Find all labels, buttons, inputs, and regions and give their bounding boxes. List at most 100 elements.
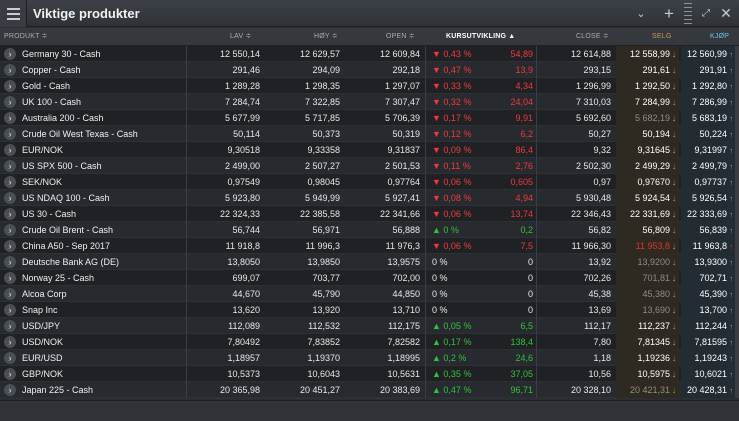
product-name[interactable]: UK 100 - Cash bbox=[22, 97, 82, 107]
sell-price-button[interactable]: 22 331,69 ↓ bbox=[618, 206, 676, 222]
buy-price-button[interactable]: 7 286,99 ↑ bbox=[682, 94, 733, 110]
buy-price-button[interactable]: 9,31997 ↑ bbox=[682, 142, 733, 158]
chevron-down-icon[interactable]: ⌄ bbox=[636, 8, 646, 20]
product-name[interactable]: GBP/NOK bbox=[22, 369, 64, 379]
buy-price-button[interactable]: 112,244 ↑ bbox=[682, 318, 733, 334]
product-name[interactable]: US NDAQ 100 - Cash bbox=[22, 193, 110, 203]
table-row[interactable]: › Crude Oil Brent - Cash 56,744 56,971 56,88… bbox=[0, 222, 739, 238]
table-row[interactable]: › Snap Inc 13,620 13,920 13,710 0 % 0 13,69 13,6… bbox=[0, 302, 739, 318]
table-row[interactable]: › USD/NOK 7,80492 7,83852 7,82582 ▲ 0,17 % 138… bbox=[0, 334, 739, 350]
buy-price-button[interactable]: 2 499,79 ↑ bbox=[682, 158, 733, 174]
drag-handle-icon[interactable] bbox=[683, 0, 693, 27]
table-row[interactable]: › Norway 25 - Cash 699,07 703,77 702,00 0 % 0 7… bbox=[0, 270, 739, 286]
sell-price-button[interactable]: 56,809 ↓ bbox=[618, 222, 676, 238]
table-row[interactable]: › GBP/NOK 10,5373 10,6043 10,5631 ▲ 0,35 % 37,… bbox=[0, 366, 739, 382]
product-name[interactable]: Copper - Cash bbox=[22, 65, 81, 75]
table-row[interactable]: › US SPX 500 - Cash 2 499,00 2 507,27 2 501,… bbox=[0, 158, 739, 174]
sell-price-button[interactable]: 112,237 ↓ bbox=[618, 318, 676, 334]
buy-price-button[interactable]: 12 560,99 ↑ bbox=[682, 46, 733, 62]
table-row[interactable]: › Japan 225 - Cash 20 365,98 20 451,27 20 38… bbox=[0, 382, 739, 398]
expand-row-icon[interactable]: › bbox=[4, 384, 16, 396]
header-low[interactable]: LAV ≑ bbox=[230, 33, 252, 40]
table-row[interactable]: › Germany 30 - Cash 12 550,14 12 629,57 12 6… bbox=[0, 46, 739, 62]
expand-row-icon[interactable]: › bbox=[4, 272, 16, 284]
buy-price-button[interactable]: 56,839 ↑ bbox=[682, 222, 733, 238]
buy-price-button[interactable]: 13,700 ↑ bbox=[682, 302, 733, 318]
sell-price-button[interactable]: 10,5975 ↓ bbox=[618, 366, 676, 382]
header-close[interactable]: CLOSE ≑ bbox=[576, 33, 609, 40]
table-row[interactable]: › Alcoa Corp 44,670 45,790 44,850 0 % 0 45,38 45… bbox=[0, 286, 739, 302]
sell-price-button[interactable]: 50,194 ↓ bbox=[618, 126, 676, 142]
expand-icon[interactable]: ⤢ bbox=[702, 8, 710, 19]
product-name[interactable]: China A50 - Sep 2017 bbox=[22, 241, 111, 251]
table-row[interactable]: › US 30 - Cash 22 324,33 22 385,58 22 341,66… bbox=[0, 206, 739, 222]
header-open[interactable]: OPEN ≑ bbox=[386, 33, 415, 40]
product-name[interactable]: Crude Oil Brent - Cash bbox=[22, 225, 114, 235]
expand-row-icon[interactable]: › bbox=[4, 224, 16, 236]
sell-price-button[interactable]: 291,61 ↓ bbox=[618, 62, 676, 78]
buy-price-button[interactable]: 1 292,80 ↑ bbox=[682, 78, 733, 94]
expand-row-icon[interactable]: › bbox=[4, 320, 16, 332]
table-row[interactable]: › US NDAQ 100 - Cash 5 923,80 5 949,99 5 927… bbox=[0, 190, 739, 206]
product-name[interactable]: USD/NOK bbox=[22, 337, 64, 347]
product-name[interactable]: Norway 25 - Cash bbox=[22, 273, 95, 283]
sell-price-button[interactable]: 7 284,99 ↓ bbox=[618, 94, 676, 110]
table-row[interactable]: › Gold - Cash 1 289,28 1 298,35 1 297,07 ▼ 0,… bbox=[0, 78, 739, 94]
sell-price-button[interactable]: 11 953,8 ↓ bbox=[618, 238, 676, 254]
product-name[interactable]: Alcoa Corp bbox=[22, 289, 67, 299]
product-name[interactable]: EUR/USD bbox=[22, 353, 63, 363]
table-row[interactable]: › UK 100 - Cash 7 284,74 7 322,85 7 307,47 ▼ … bbox=[0, 94, 739, 110]
expand-row-icon[interactable]: › bbox=[4, 304, 16, 316]
sell-price-button[interactable]: 701,81 ↓ bbox=[618, 270, 676, 286]
expand-row-icon[interactable]: › bbox=[4, 112, 16, 124]
sell-price-button[interactable]: 5 682,19 ↓ bbox=[618, 110, 676, 126]
sell-price-button[interactable]: 7,81345 ↓ bbox=[618, 334, 676, 350]
expand-row-icon[interactable]: › bbox=[4, 160, 16, 172]
buy-price-button[interactable]: 5 683,19 ↑ bbox=[682, 110, 733, 126]
expand-row-icon[interactable]: › bbox=[4, 96, 16, 108]
close-icon[interactable]: ✕ bbox=[720, 5, 732, 21]
sell-price-button[interactable]: 12 558,99 ↓ bbox=[618, 46, 676, 62]
product-name[interactable]: Germany 30 - Cash bbox=[22, 49, 101, 59]
sell-price-button[interactable]: 2 499,29 ↓ bbox=[618, 158, 676, 174]
expand-row-icon[interactable]: › bbox=[4, 240, 16, 252]
sell-price-button[interactable]: 45,380 ↓ bbox=[618, 286, 676, 302]
sell-price-button[interactable]: 13,9200 ↓ bbox=[618, 254, 676, 270]
product-name[interactable]: Deutsche Bank AG (DE) bbox=[22, 257, 120, 267]
table-row[interactable]: › SEK/NOK 0,97549 0,98045 0,97764 ▼ 0,06 % 0,6… bbox=[0, 174, 739, 190]
buy-price-button[interactable]: 50,224 ↑ bbox=[682, 126, 733, 142]
product-name[interactable]: Snap Inc bbox=[22, 305, 58, 315]
expand-row-icon[interactable]: › bbox=[4, 336, 16, 348]
buy-price-button[interactable]: 7,81595 ↑ bbox=[682, 334, 733, 350]
product-name[interactable]: Japan 225 - Cash bbox=[22, 385, 94, 395]
sell-price-button[interactable]: 5 924,54 ↓ bbox=[618, 190, 676, 206]
product-name[interactable]: Australia 200 - Cash bbox=[22, 113, 104, 123]
buy-price-button[interactable]: 702,71 ↑ bbox=[682, 270, 733, 286]
expand-row-icon[interactable]: › bbox=[4, 144, 16, 156]
add-icon[interactable]: + bbox=[664, 3, 674, 23]
expand-row-icon[interactable]: › bbox=[4, 352, 16, 364]
expand-row-icon[interactable]: › bbox=[4, 80, 16, 92]
product-name[interactable]: US 30 - Cash bbox=[22, 209, 77, 219]
table-row[interactable]: › EUR/USD 1,18957 1,19370 1,18995 ▲ 0,2 % 24,6… bbox=[0, 350, 739, 366]
expand-row-icon[interactable]: › bbox=[4, 288, 16, 300]
buy-price-button[interactable]: 45,390 ↑ bbox=[682, 286, 733, 302]
product-name[interactable]: US SPX 500 - Cash bbox=[22, 161, 102, 171]
sell-price-button[interactable]: 1,19236 ↓ bbox=[618, 350, 676, 366]
expand-row-icon[interactable]: › bbox=[4, 128, 16, 140]
expand-row-icon[interactable]: › bbox=[4, 368, 16, 380]
buy-price-button[interactable]: 13,9300 ↑ bbox=[682, 254, 733, 270]
expand-row-icon[interactable]: › bbox=[4, 64, 16, 76]
buy-price-button[interactable]: 5 926,54 ↑ bbox=[682, 190, 733, 206]
header-change[interactable]: KURSUTVIKLING ▲ bbox=[446, 33, 516, 40]
product-name[interactable]: USD/JPY bbox=[22, 321, 61, 331]
buy-price-button[interactable]: 22 333,69 ↑ bbox=[682, 206, 733, 222]
sell-price-button[interactable]: 9,31645 ↓ bbox=[618, 142, 676, 158]
header-high[interactable]: HØY ≑ bbox=[314, 33, 338, 40]
header-product[interactable]: PRODUKT ≑ bbox=[4, 33, 48, 40]
menu-icon[interactable] bbox=[0, 0, 27, 27]
product-name[interactable]: Gold - Cash bbox=[22, 81, 71, 91]
table-row[interactable]: › USD/JPY 112,089 112,532 112,175 ▲ 0,05 % 6,5… bbox=[0, 318, 739, 334]
expand-row-icon[interactable]: › bbox=[4, 256, 16, 268]
expand-row-icon[interactable]: › bbox=[4, 176, 16, 188]
